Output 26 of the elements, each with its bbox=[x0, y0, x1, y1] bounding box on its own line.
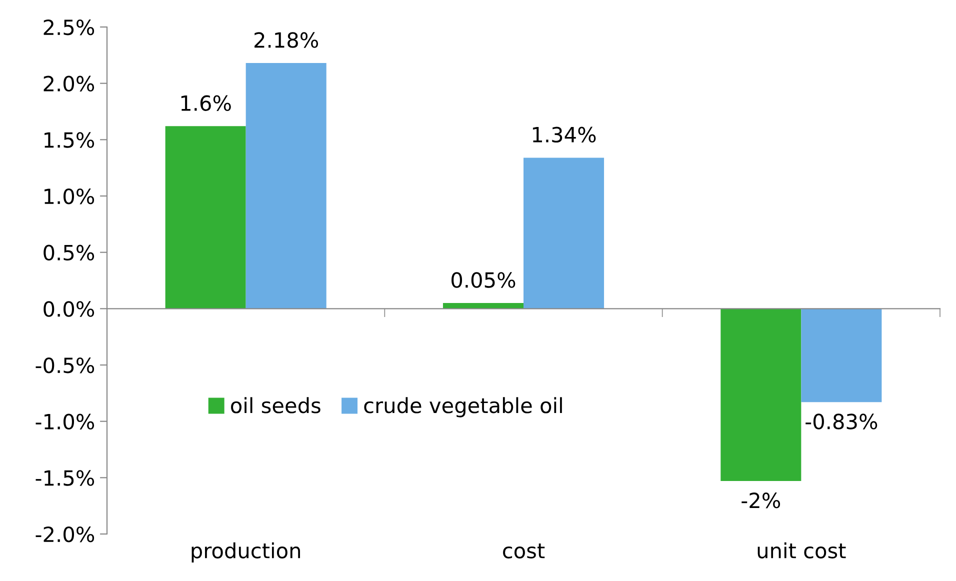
y-tick-label: -2.0% bbox=[36, 526, 94, 542]
data-label: 1.34% bbox=[532, 126, 596, 143]
x-tick-label: production bbox=[192, 542, 300, 562]
bar bbox=[524, 158, 604, 309]
y-tick-label: 2.0% bbox=[44, 76, 94, 92]
y-tick-label: 2.5% bbox=[44, 19, 94, 36]
bar bbox=[720, 308, 802, 482]
legend-label: crude vegetable oil bbox=[364, 397, 562, 418]
legend-label: oil seeds bbox=[231, 397, 320, 414]
x-tick-label: unit cost bbox=[758, 542, 846, 558]
bar bbox=[246, 63, 326, 309]
y-tick-label: -0.5% bbox=[36, 357, 94, 374]
data-label: -0.83% bbox=[806, 414, 878, 430]
y-tick-label: 1.5% bbox=[44, 132, 94, 148]
data-label: -2% bbox=[742, 492, 780, 508]
data-label: 0.05% bbox=[452, 272, 516, 288]
bar bbox=[801, 308, 882, 402]
x-tick-label: cost bbox=[503, 544, 545, 558]
y-tick-label: -1.5% bbox=[36, 470, 94, 486]
data-label: 2.18% bbox=[254, 32, 318, 48]
bar bbox=[165, 126, 246, 309]
data-label: 1.6% bbox=[181, 95, 231, 111]
y-tick-label: 1.0% bbox=[44, 188, 94, 204]
y-tick-label: 0.0% bbox=[44, 301, 94, 317]
y-tick-label: -1.0% bbox=[36, 414, 94, 430]
y-tick-label: 0.5% bbox=[44, 244, 94, 261]
